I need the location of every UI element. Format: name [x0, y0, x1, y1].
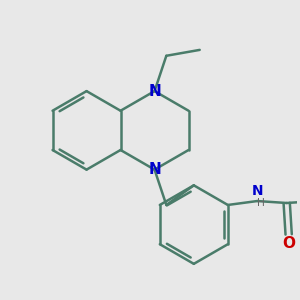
Text: O: O: [282, 236, 295, 251]
Text: N: N: [251, 184, 263, 198]
Text: H: H: [257, 198, 265, 208]
Text: N: N: [148, 162, 161, 177]
Text: N: N: [148, 84, 161, 99]
